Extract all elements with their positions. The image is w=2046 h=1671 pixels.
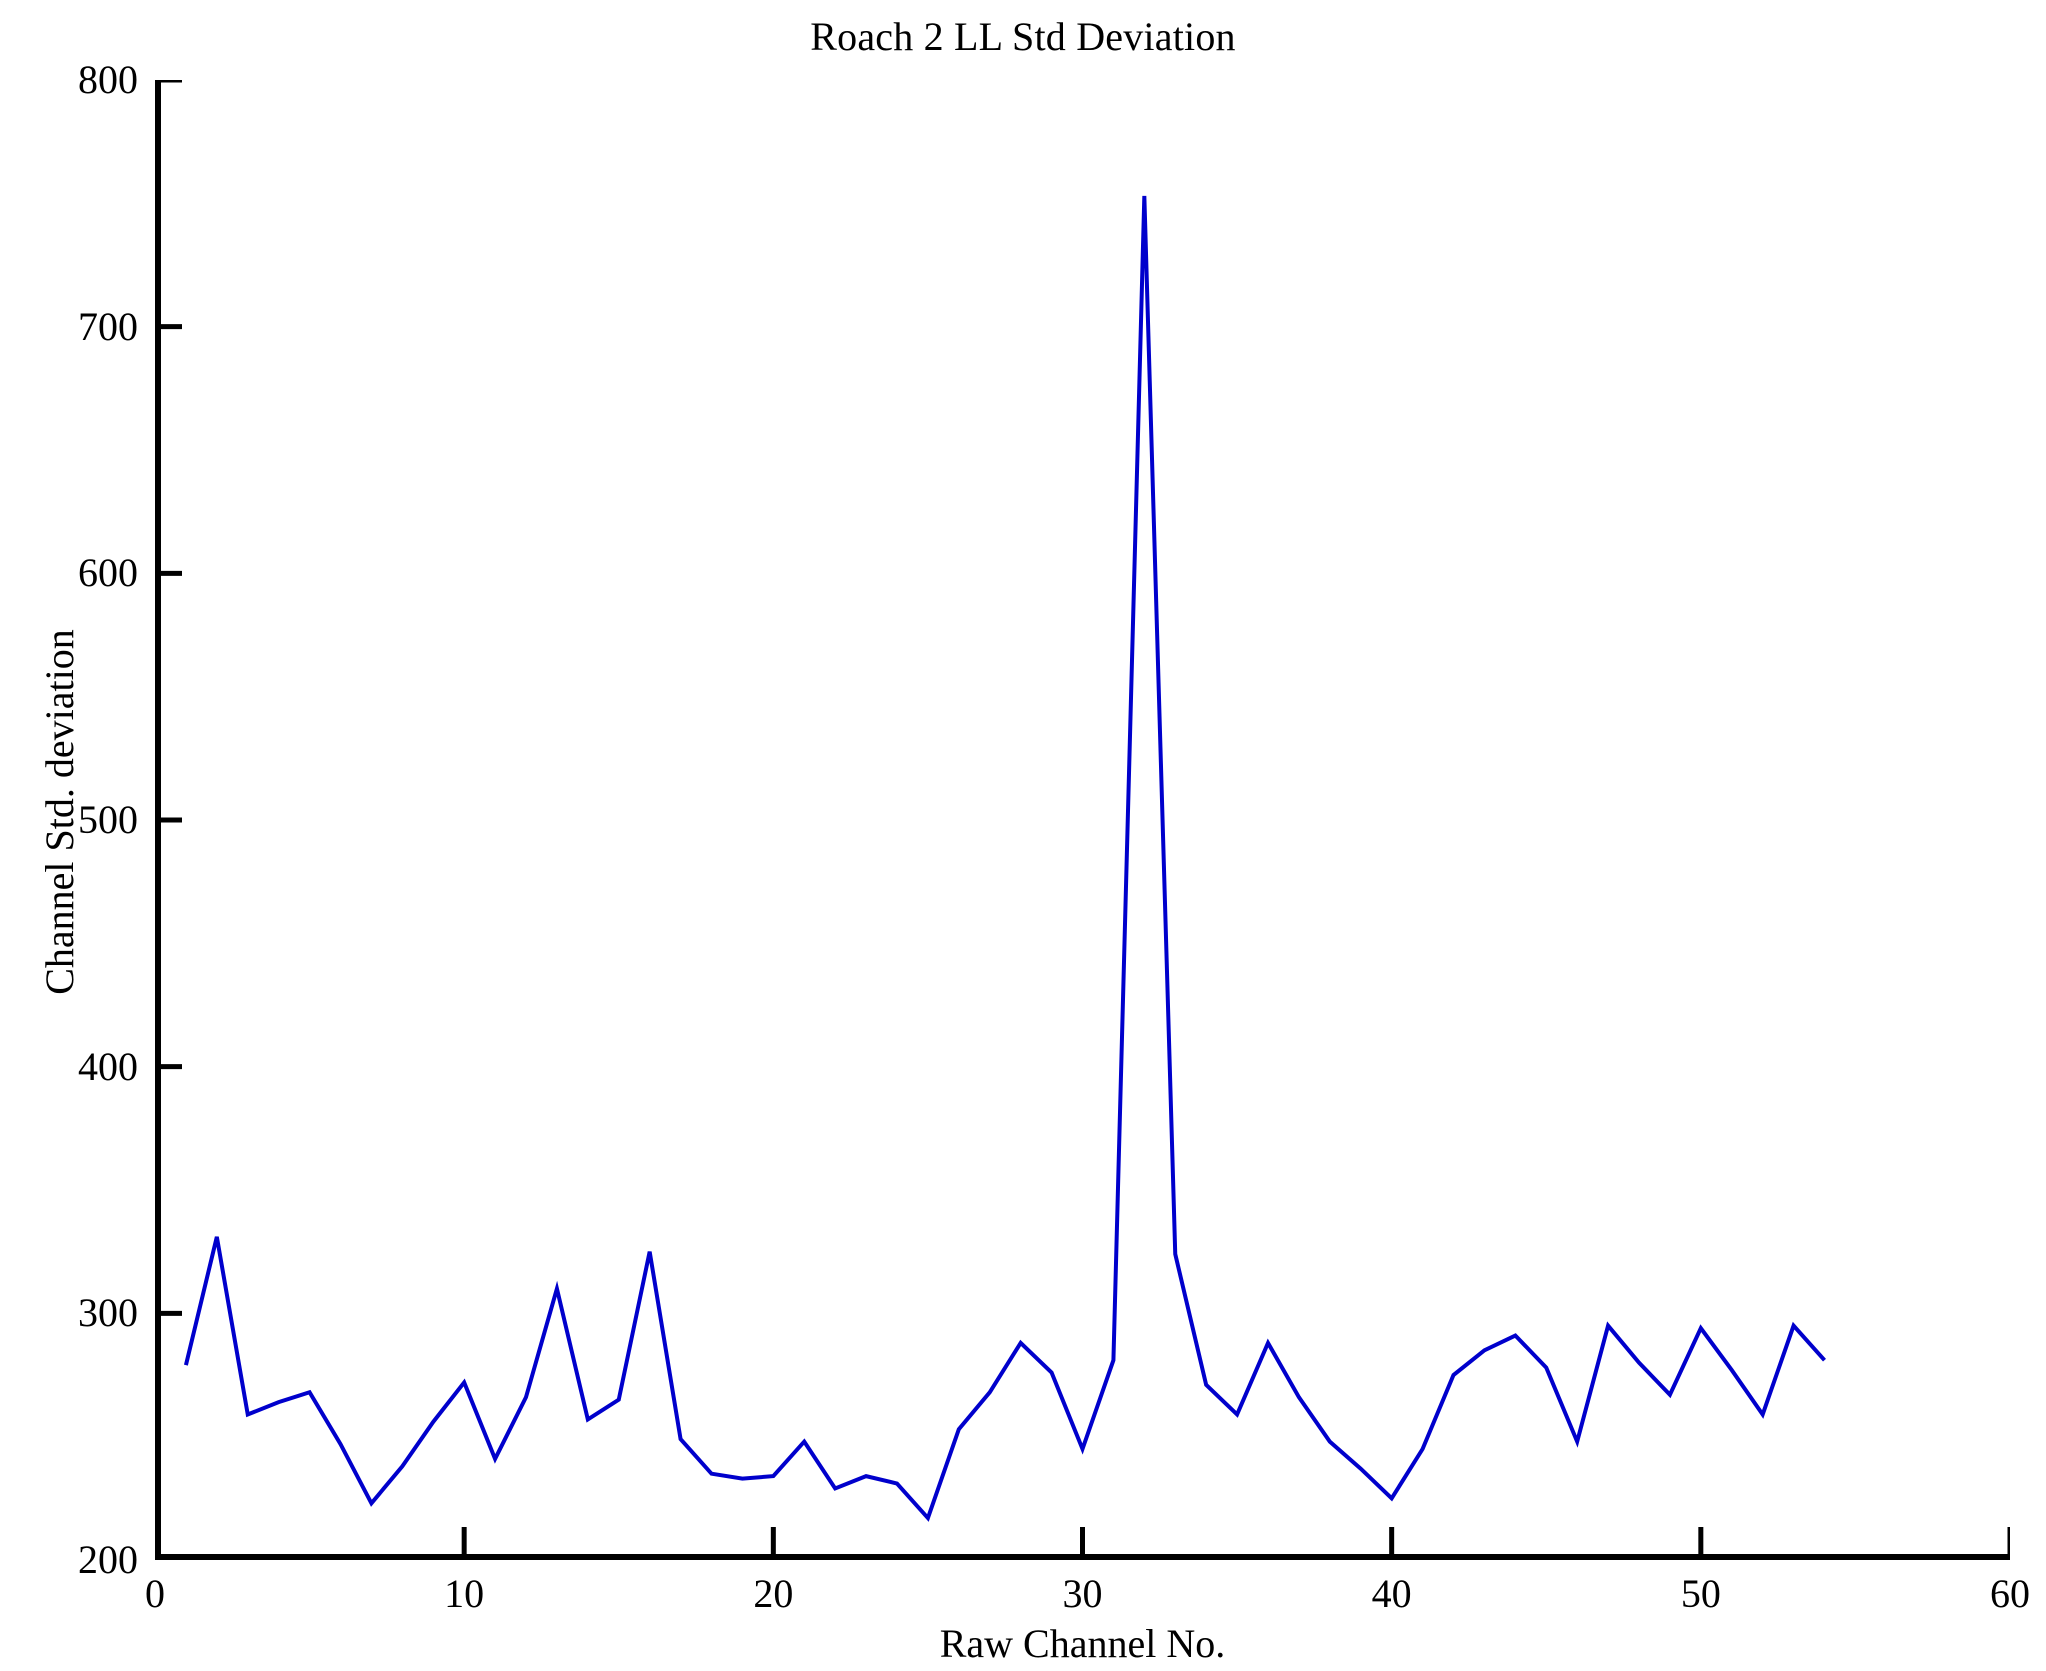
x-axis-tick-label: 0 <box>145 1571 165 1616</box>
y-axis-tick-label: 700 <box>78 303 138 349</box>
data-series-line <box>183 195 1826 1522</box>
x-axis-title: Raw Channel No. <box>939 1621 1226 1666</box>
x-axis-tick-label: 10 <box>444 1571 485 1616</box>
x-axis-tick-label: 30 <box>1062 1571 1103 1616</box>
x-axis-ticks <box>155 1527 2010 1557</box>
x-axis-tick-label: 50 <box>1680 1571 1721 1616</box>
y-axis-tick-label: 600 <box>78 550 138 596</box>
y-axis-tick-label: 500 <box>78 797 138 842</box>
plot-svg <box>155 80 2010 1560</box>
y-axis-title-wrap: Channel Std. deviation <box>0 0 82 1671</box>
chart-title: Roach 2 LL Std Deviation <box>810 14 1236 59</box>
x-axis-tick-labels: 0 10 20 30 40 50 60 <box>145 1571 2030 1624</box>
y-axis-tick-label: 200 <box>78 1537 138 1582</box>
y-axis-tick-labels: 200 300 400 500 600 700 800 <box>0 60 138 1580</box>
plot-area <box>155 80 2010 1560</box>
x-axis-tick-label: 60 <box>1990 1571 2030 1616</box>
axis-lines <box>155 80 2010 1560</box>
y-axis-title: Channel Std. deviation <box>37 629 82 995</box>
x-axis-tick-label: 40 <box>1371 1571 1412 1616</box>
y-axis-tick-label: 800 <box>78 57 138 102</box>
y-axis-tick-label: 400 <box>78 1043 138 1089</box>
x-axis-tick-label: 20 <box>753 1571 794 1616</box>
y-axis-ticks <box>158 80 182 1560</box>
y-axis-tick-label: 300 <box>78 1290 138 1336</box>
